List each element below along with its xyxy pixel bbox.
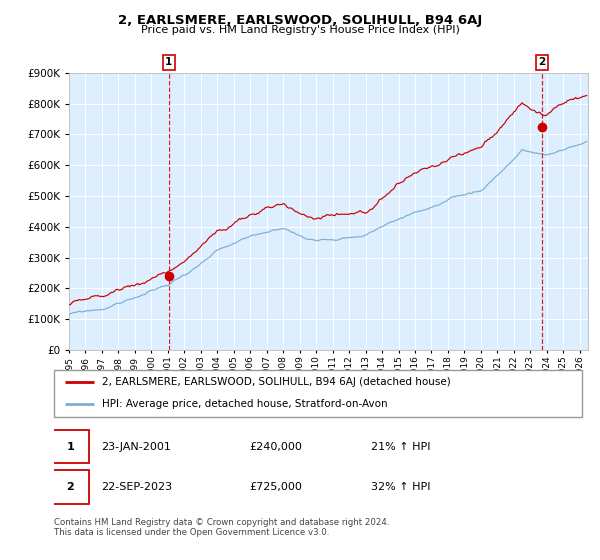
- Text: 2: 2: [67, 482, 74, 492]
- Text: Contains HM Land Registry data © Crown copyright and database right 2024.
This d: Contains HM Land Registry data © Crown c…: [54, 518, 389, 538]
- Text: 21% ↑ HPI: 21% ↑ HPI: [371, 442, 430, 451]
- Text: Price paid vs. HM Land Registry's House Price Index (HPI): Price paid vs. HM Land Registry's House …: [140, 25, 460, 35]
- Text: 1: 1: [67, 442, 74, 451]
- Text: 2: 2: [539, 57, 546, 67]
- FancyBboxPatch shape: [54, 370, 582, 417]
- FancyBboxPatch shape: [52, 430, 89, 464]
- Text: 1: 1: [165, 57, 172, 67]
- Text: HPI: Average price, detached house, Stratford-on-Avon: HPI: Average price, detached house, Stra…: [101, 399, 387, 409]
- Text: 2, EARLSMERE, EARLSWOOD, SOLIHULL, B94 6AJ: 2, EARLSMERE, EARLSWOOD, SOLIHULL, B94 6…: [118, 14, 482, 27]
- Text: £725,000: £725,000: [250, 482, 302, 492]
- Text: 22-SEP-2023: 22-SEP-2023: [101, 482, 173, 492]
- Text: £240,000: £240,000: [250, 442, 302, 451]
- Text: 2, EARLSMERE, EARLSWOOD, SOLIHULL, B94 6AJ (detached house): 2, EARLSMERE, EARLSWOOD, SOLIHULL, B94 6…: [101, 377, 450, 388]
- FancyBboxPatch shape: [52, 470, 89, 504]
- Text: 32% ↑ HPI: 32% ↑ HPI: [371, 482, 430, 492]
- Text: 23-JAN-2001: 23-JAN-2001: [101, 442, 172, 451]
